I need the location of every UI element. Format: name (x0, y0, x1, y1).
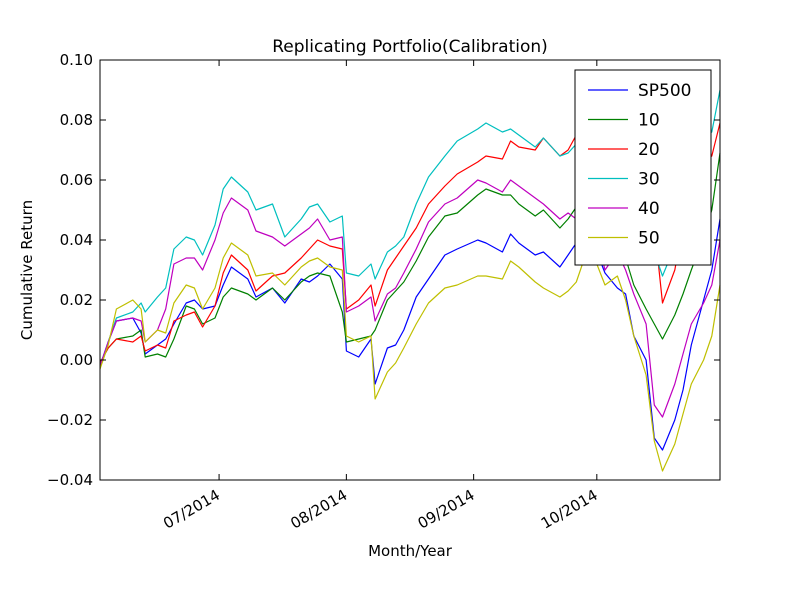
x-tick-label: 10/2014 (538, 486, 601, 533)
plot-frame (99, 59, 721, 481)
legend-box (574, 69, 712, 266)
y-tick-label: 0.00 (60, 351, 93, 369)
legend-label-50: 50 (638, 229, 660, 249)
x-tick-label: 09/2014 (415, 486, 478, 533)
y-tick-label: 0.04 (60, 231, 93, 249)
y-tick-label: 0.08 (60, 111, 93, 129)
x-tick-label: 07/2014 (160, 486, 223, 533)
series-40 (99, 179, 721, 418)
x-axis-label: Month/Year (368, 542, 453, 560)
series-line-40 (99, 179, 721, 418)
series-sp500 (99, 218, 721, 451)
y-tick-label: 0.06 (60, 171, 93, 189)
chart-title: Replicating Portfolio(Calibration) (272, 37, 548, 57)
y-tick-label: −0.04 (47, 471, 93, 489)
y-axis: −0.04 −0.02 0.00 0.02 0.04 0.06 0.08 0.10 (47, 51, 720, 489)
legend-label-sp500: SP500 (638, 81, 692, 101)
y-tick-label: 0.10 (60, 51, 93, 69)
legend-label-40: 40 (638, 199, 660, 219)
x-axis: 07/2014 08/2014 09/2014 10/2014 (160, 60, 601, 533)
y-tick-label: −0.02 (47, 411, 93, 429)
x-tick-label: 08/2014 (287, 486, 350, 533)
legend: SP500 10 20 30 40 50 (574, 69, 712, 266)
y-tick-label: 0.02 (60, 291, 93, 309)
legend-label-30: 30 (638, 170, 660, 190)
series-50 (99, 242, 721, 472)
plot-area (99, 89, 721, 472)
y-axis-label: Cumulative Return (18, 200, 36, 340)
legend-label-10: 10 (638, 111, 660, 131)
series-line-50 (99, 242, 721, 472)
series-line-sp500 (99, 218, 721, 451)
legend-label-20: 20 (638, 140, 660, 160)
